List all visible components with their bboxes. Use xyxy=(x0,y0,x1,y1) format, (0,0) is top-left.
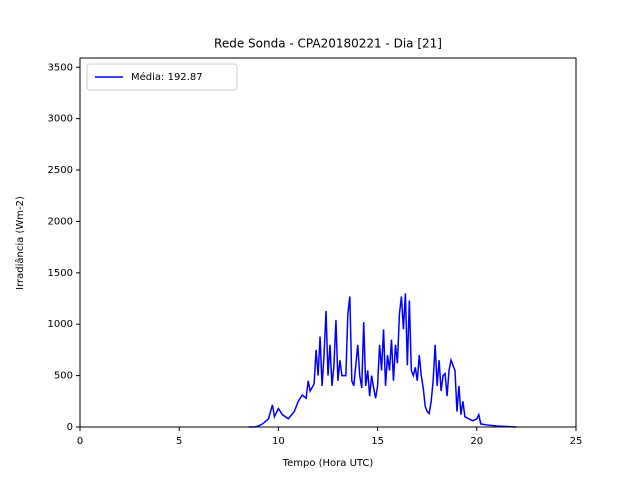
x-tick-label: 25 xyxy=(570,436,583,447)
x-tick-label: 5 xyxy=(176,436,182,447)
y-tick-label: 500 xyxy=(54,371,73,382)
plot-frame xyxy=(79,57,577,428)
x-axis-label: Tempo (Hora UTC) xyxy=(282,458,374,469)
y-tick-label: 1000 xyxy=(48,319,73,330)
y-tick-label: 0 xyxy=(67,422,73,433)
y-tick-label: 2000 xyxy=(48,216,73,227)
legend-box xyxy=(86,63,238,91)
y-tick-label: 2500 xyxy=(48,165,73,176)
y-axis-label: Irradiância (Wm-2) xyxy=(14,196,26,290)
y-tick-label: 1500 xyxy=(48,268,73,279)
x-tick-label: 20 xyxy=(470,436,483,447)
chart-title: Rede Sonda - CPA20180221 - Dia [21] xyxy=(214,37,442,51)
y-tick-label: 3500 xyxy=(48,62,73,73)
data-line xyxy=(248,293,517,428)
legend-label: Média: 192.87 xyxy=(131,71,203,83)
y-tick-label: 3000 xyxy=(48,114,73,125)
x-tick-label: 10 xyxy=(272,436,285,447)
x-tick-label: 15 xyxy=(371,436,384,447)
x-tick-label: 0 xyxy=(77,436,83,447)
